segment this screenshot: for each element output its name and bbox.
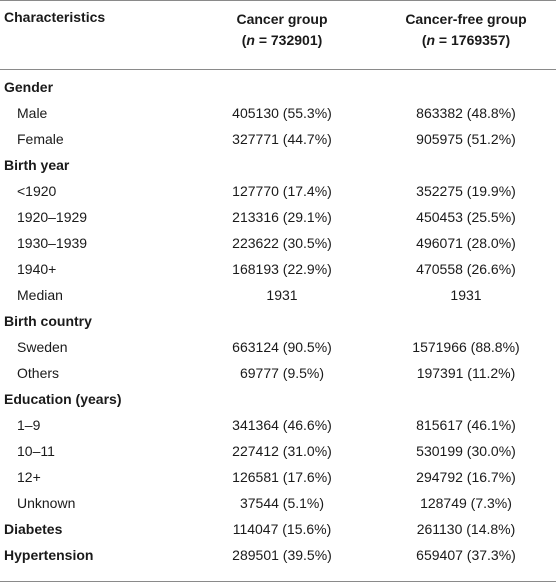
header-cancer-group: Cancer group (n = 732901) (192, 9, 372, 51)
cancer-free-group-value: 815617 (46.1%) (416, 417, 516, 433)
section-label: Birth country (4, 313, 92, 329)
table-row: Male 405130 (55.3%) 863382 (48.8%) (0, 100, 556, 126)
cancer-free-group-value: 863382 (48.8%) (416, 105, 516, 121)
header-cancer-free-group-n: (n = 1769357) (421, 32, 511, 48)
row-label: Sweden (17, 339, 68, 355)
header-cancer-free-group-title: Cancer-free group (405, 11, 527, 27)
table-row: 1–9 341364 (46.6%) 815617 (46.1%) (0, 412, 556, 438)
cancer-free-group-value: 659407 (37.3%) (416, 547, 516, 563)
table-row: Gender (0, 74, 556, 100)
cancer-group-value: 289501 (39.5%) (232, 547, 332, 563)
table-row: <1920 127770 (17.4%) 352275 (19.9%) (0, 178, 556, 204)
cancer-group-value: 327771 (44.7%) (232, 131, 332, 147)
header-cancer-group-n-value: = 732901) (254, 32, 323, 48)
table-header: Characteristics Cancer group (n = 732901… (0, 0, 556, 69)
row-label: Female (17, 131, 64, 147)
cancer-free-group-value: 1571966 (88.8%) (412, 339, 520, 355)
cancer-free-group-value: 470558 (26.6%) (416, 261, 516, 277)
cancer-free-group-value: 905975 (51.2%) (416, 131, 516, 147)
table-row: 1930–1939 223622 (30.5%) 496071 (28.0%) (0, 230, 556, 256)
header-cancer-free-group-n-label: n (426, 32, 436, 48)
table-row: Education (years) (0, 386, 556, 412)
table-row: Unknown 37544 (5.1%) 128749 (7.3%) (0, 490, 556, 516)
row-label: Unknown (17, 495, 76, 511)
row-label: 1920–1929 (17, 209, 88, 225)
row-label: Others (17, 365, 60, 381)
cancer-group-value: 405130 (55.3%) (232, 105, 332, 121)
header-cancer-group-title: Cancer group (236, 11, 328, 27)
cancer-group-value: 213316 (29.1%) (232, 209, 332, 225)
cancer-group-value: 126581 (17.6%) (232, 469, 332, 485)
cancer-free-group-value: 352275 (19.9%) (416, 183, 516, 199)
header-rule (0, 69, 556, 70)
cancer-group-value: 168193 (22.9%) (232, 261, 332, 277)
cancer-free-group-value: 450453 (25.5%) (416, 209, 516, 225)
header-cancer-group-n: (n = 732901) (241, 32, 323, 48)
cancer-free-group-value: 496071 (28.0%) (416, 235, 516, 251)
cancer-free-group-value: 128749 (7.3%) (420, 495, 512, 511)
cancer-group-value: 341364 (46.6%) (232, 417, 332, 433)
section-label: Education (years) (4, 391, 122, 407)
table-row: Sweden 663124 (90.5%) 1571966 (88.8%) (0, 334, 556, 360)
cancer-free-group-value: 530199 (30.0%) (416, 443, 516, 459)
row-label: 1940+ (17, 261, 57, 277)
table-row: Birth country (0, 308, 556, 334)
header-cancer-group-n-label: n (246, 32, 255, 48)
section-label: Gender (4, 79, 54, 95)
row-label: <1920 (17, 183, 57, 199)
row-label: 10–11 (17, 443, 55, 459)
row-label: 1930–1939 (17, 235, 88, 251)
cancer-group-value: 37544 (5.1%) (239, 495, 325, 511)
section-label: Birth year (4, 157, 70, 173)
table-row: Birth year (0, 152, 556, 178)
cancer-group-value: 127770 (17.4%) (232, 183, 332, 199)
cancer-group-value: 227412 (31.0%) (232, 443, 332, 459)
cancer-group-value: 223622 (30.5%) (232, 235, 332, 251)
section-label: Hypertension (4, 547, 94, 563)
cancer-group-value: 1931 (266, 287, 298, 303)
table-row: 12+ 126581 (17.6%) 294792 (16.7%) (0, 464, 556, 490)
cancer-free-group-value: 1931 (450, 287, 482, 303)
header-characteristics: Characteristics (4, 9, 106, 25)
row-label: Median (17, 287, 63, 303)
table-row: 1920–1929 213316 (29.1%) 450453 (25.5%) (0, 204, 556, 230)
row-label: Male (17, 105, 48, 121)
table-bottom-rule (0, 581, 556, 582)
section-label: Diabetes (4, 521, 63, 537)
header-cancer-free-group: Cancer-free group (n = 1769357) (376, 9, 556, 51)
table-row: Hypertension 289501 (39.5%) 659407 (37.3%) (0, 542, 556, 568)
table-row: 10–11 227412 (31.0%) 530199 (30.0%) (0, 438, 556, 464)
cancer-free-group-value: 197391 (11.2%) (416, 365, 516, 381)
cancer-free-group-value: 294792 (16.7%) (416, 469, 516, 485)
cancer-group-value: 114047 (15.6%) (232, 521, 332, 537)
table-row: Others 69777 (9.5%) 197391 (11.2%) (0, 360, 556, 386)
table-row: Median 1931 1931 (0, 282, 556, 308)
header-cancer-free-group-n-value: = 1769357) (435, 32, 511, 48)
cancer-group-value: 663124 (90.5%) (232, 339, 332, 355)
cancer-free-group-value: 261130 (14.8%) (416, 521, 516, 537)
cancer-group-value: 69777 (9.5%) (239, 365, 325, 381)
table-top-rule (0, 0, 556, 1)
table-row: Female 327771 (44.7%) 905975 (51.2%) (0, 126, 556, 152)
table-row: Diabetes 114047 (15.6%) 261130 (14.8%) (0, 516, 556, 542)
row-label: 1–9 (17, 417, 41, 433)
table-row: 1940+ 168193 (22.9%) 470558 (26.6%) (0, 256, 556, 282)
row-label: 12+ (17, 469, 41, 485)
